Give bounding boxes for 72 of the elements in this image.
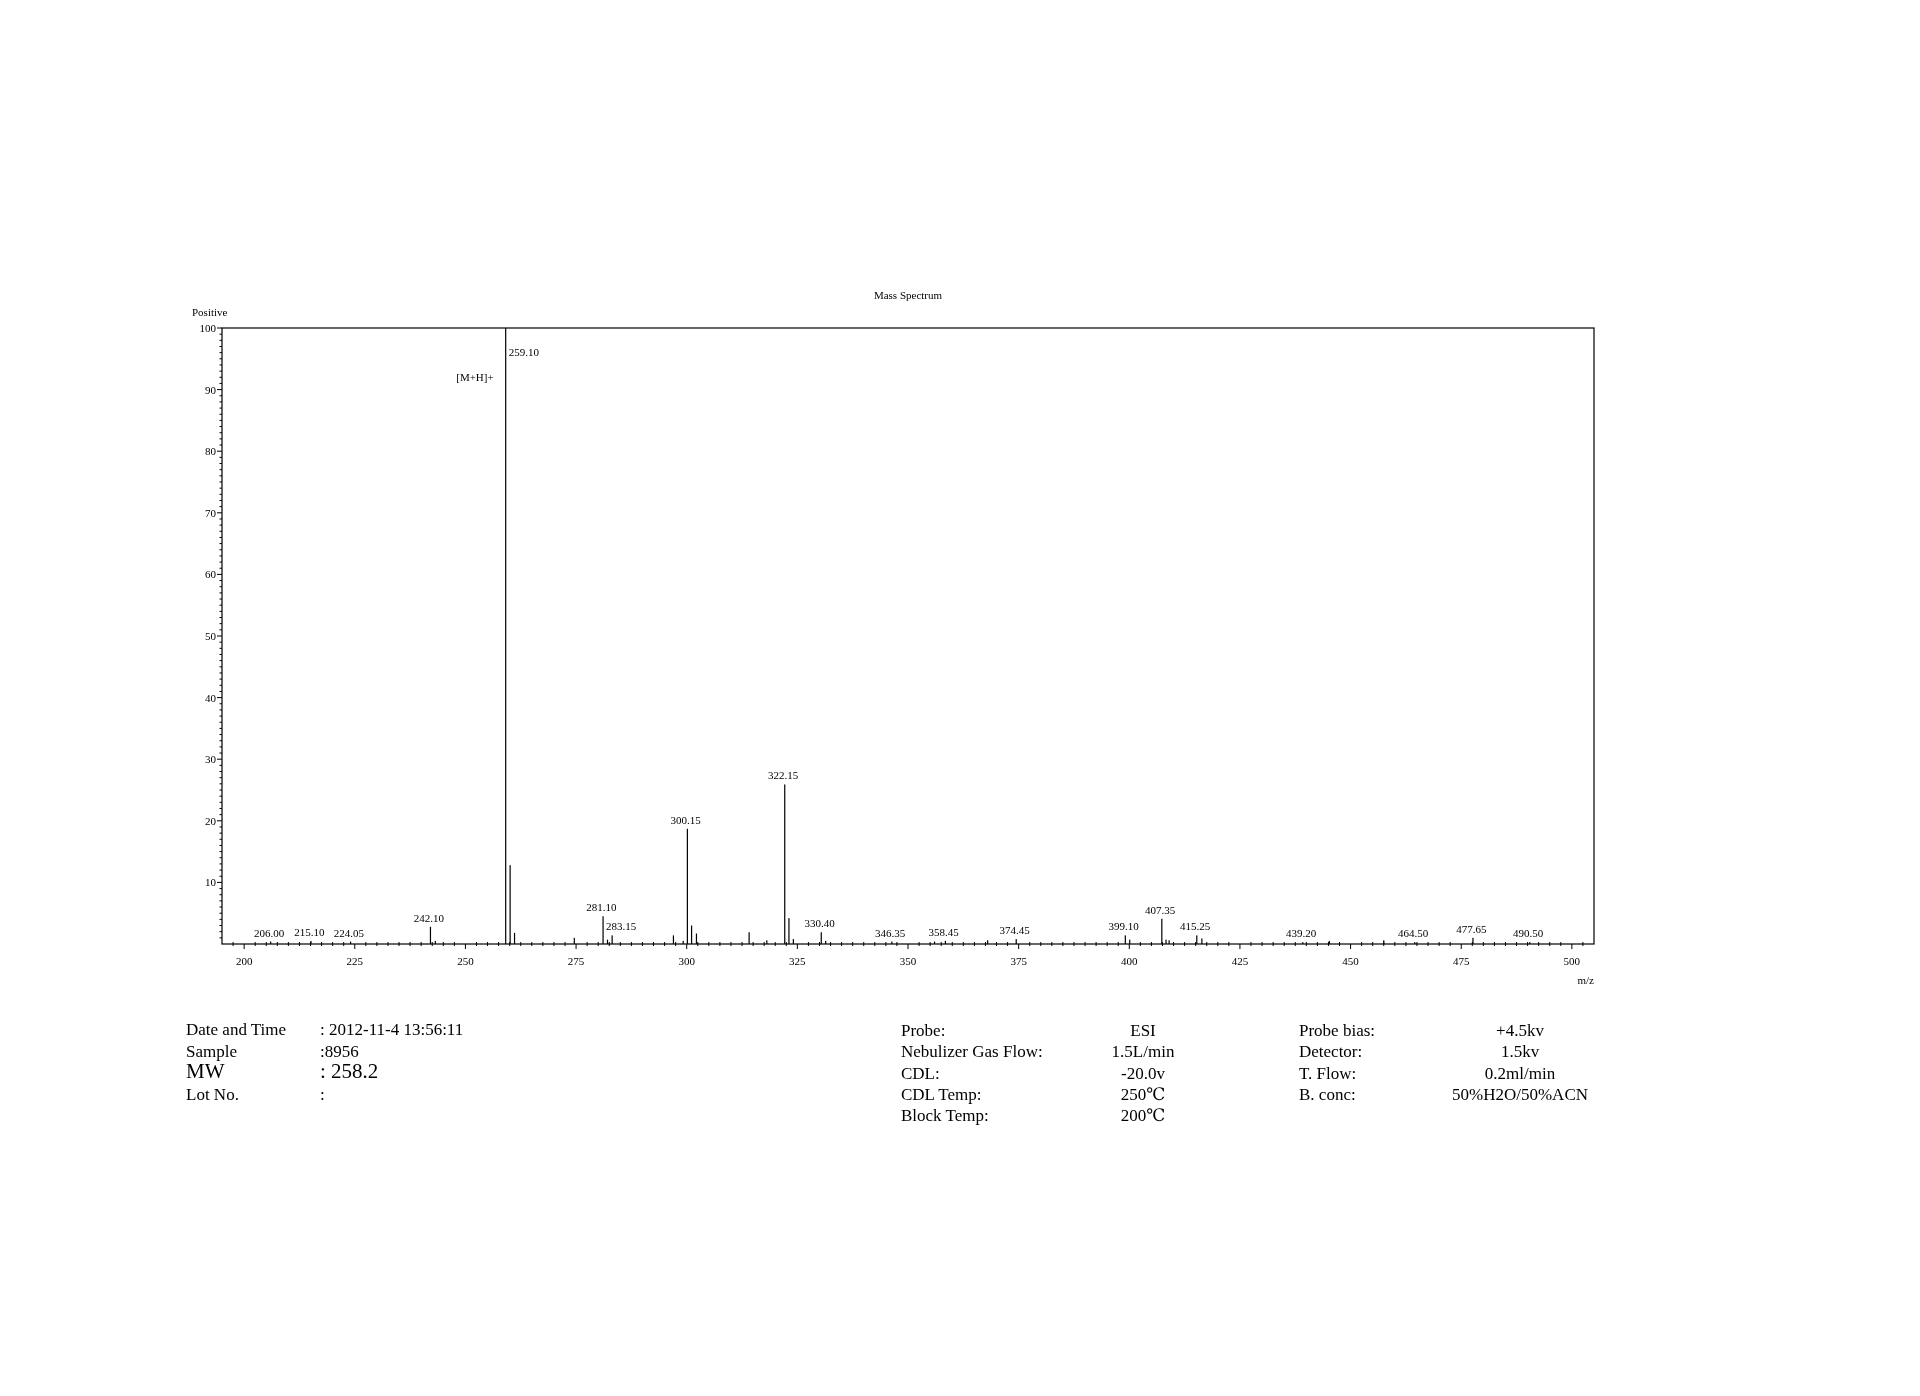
text: :8956 [320, 1041, 359, 1061]
annotation: 439.20 [1285, 927, 1317, 940]
x-axis-title: m/z [1577, 974, 1595, 986]
x-tick-label: 500 [1563, 955, 1581, 967]
text: ESI [1130, 1021, 1157, 1040]
x-tick-label: 325 [789, 955, 807, 967]
text: CDL Temp: [901, 1084, 982, 1104]
annotation: 283.15 [606, 920, 637, 933]
x-tick-label: 300 [678, 955, 696, 967]
annotation: 399.10 [1108, 920, 1140, 933]
text: CDL: [901, 1063, 940, 1083]
x-tick-label: 425 [1231, 955, 1249, 967]
y-tick-label: 20 [205, 814, 217, 827]
annotation: 300.15 [670, 813, 702, 826]
x-tick-label: 350 [899, 955, 917, 967]
y-tick-label: 30 [205, 753, 217, 766]
x-tick-label: 375 [1010, 955, 1028, 967]
text: Detector: [1299, 1042, 1363, 1062]
text: : 258.2 [320, 1059, 379, 1083]
annotation: 224.05 [333, 926, 365, 939]
annotation: 281.10 [586, 901, 618, 914]
annotation: 215.10 [294, 925, 325, 938]
annotation: 477.65 [1456, 922, 1487, 935]
text: Lot No. [186, 1084, 239, 1104]
text: 1.5L/min [1111, 1042, 1175, 1062]
annotation: 206.00 [253, 926, 285, 939]
text: : [320, 1084, 325, 1104]
annotation: 259.10 [508, 346, 540, 358]
text: T. Flow: [1299, 1063, 1357, 1083]
y-tick-label: 40 [205, 691, 217, 704]
x-tick-label: 250 [457, 955, 475, 967]
x-tick-label: 225 [346, 955, 364, 967]
text: 200℃ [1120, 1106, 1166, 1126]
annotation: [M+H]+ [456, 371, 494, 384]
y-tick-label: 80 [205, 445, 217, 458]
y-axis-title: Positive [192, 306, 228, 318]
y-tick-label: 50 [205, 630, 217, 642]
annotation: 415.25 [1179, 920, 1211, 933]
text: 0.2ml/min [1484, 1063, 1556, 1083]
text: 250℃ [1120, 1084, 1166, 1104]
text: -20.0v [1121, 1063, 1166, 1083]
x-tick-label: 450 [1342, 955, 1360, 967]
text: Nebulizer Gas Flow: [901, 1042, 1043, 1062]
y-tick-label: 100 [199, 322, 217, 334]
text: Date and Time [186, 1020, 287, 1039]
chart-title: Mass Spectrum [873, 289, 943, 301]
annotation: 346.35 [875, 926, 906, 939]
text: Sample [186, 1041, 237, 1061]
y-tick-label: 70 [205, 506, 217, 519]
annotation: 330.40 [804, 917, 836, 930]
annotation: 322.15 [767, 769, 799, 782]
text: B. conc: [1299, 1084, 1356, 1104]
x-tick-label: 275 [567, 955, 585, 967]
x-tick-label: 475 [1452, 955, 1470, 967]
y-tick-label: 60 [205, 568, 217, 581]
text: 1.5kv [1500, 1042, 1540, 1062]
x-tick-label: 200 [235, 955, 253, 967]
y-tick-label: 10 [205, 876, 217, 889]
text: Probe: [901, 1021, 946, 1040]
text: +4.5kv [1496, 1021, 1545, 1040]
annotation: 242.10 [413, 911, 445, 924]
text: : 2012-11-4 13:56:11 [320, 1020, 464, 1039]
annotation: 407.35 [1145, 903, 1176, 916]
annotation: 374.45 [999, 924, 1031, 937]
annotation: 490.50 [1513, 927, 1544, 940]
annotation: 358.45 [928, 925, 960, 938]
text: Block Temp: [901, 1106, 989, 1126]
annotation: 464.50 [1397, 927, 1429, 940]
y-tick-label: 90 [205, 383, 217, 396]
text: Probe bias: [1299, 1021, 1376, 1040]
x-tick-label: 400 [1121, 955, 1139, 967]
text: 50%H2O/50%ACN [1452, 1084, 1588, 1104]
